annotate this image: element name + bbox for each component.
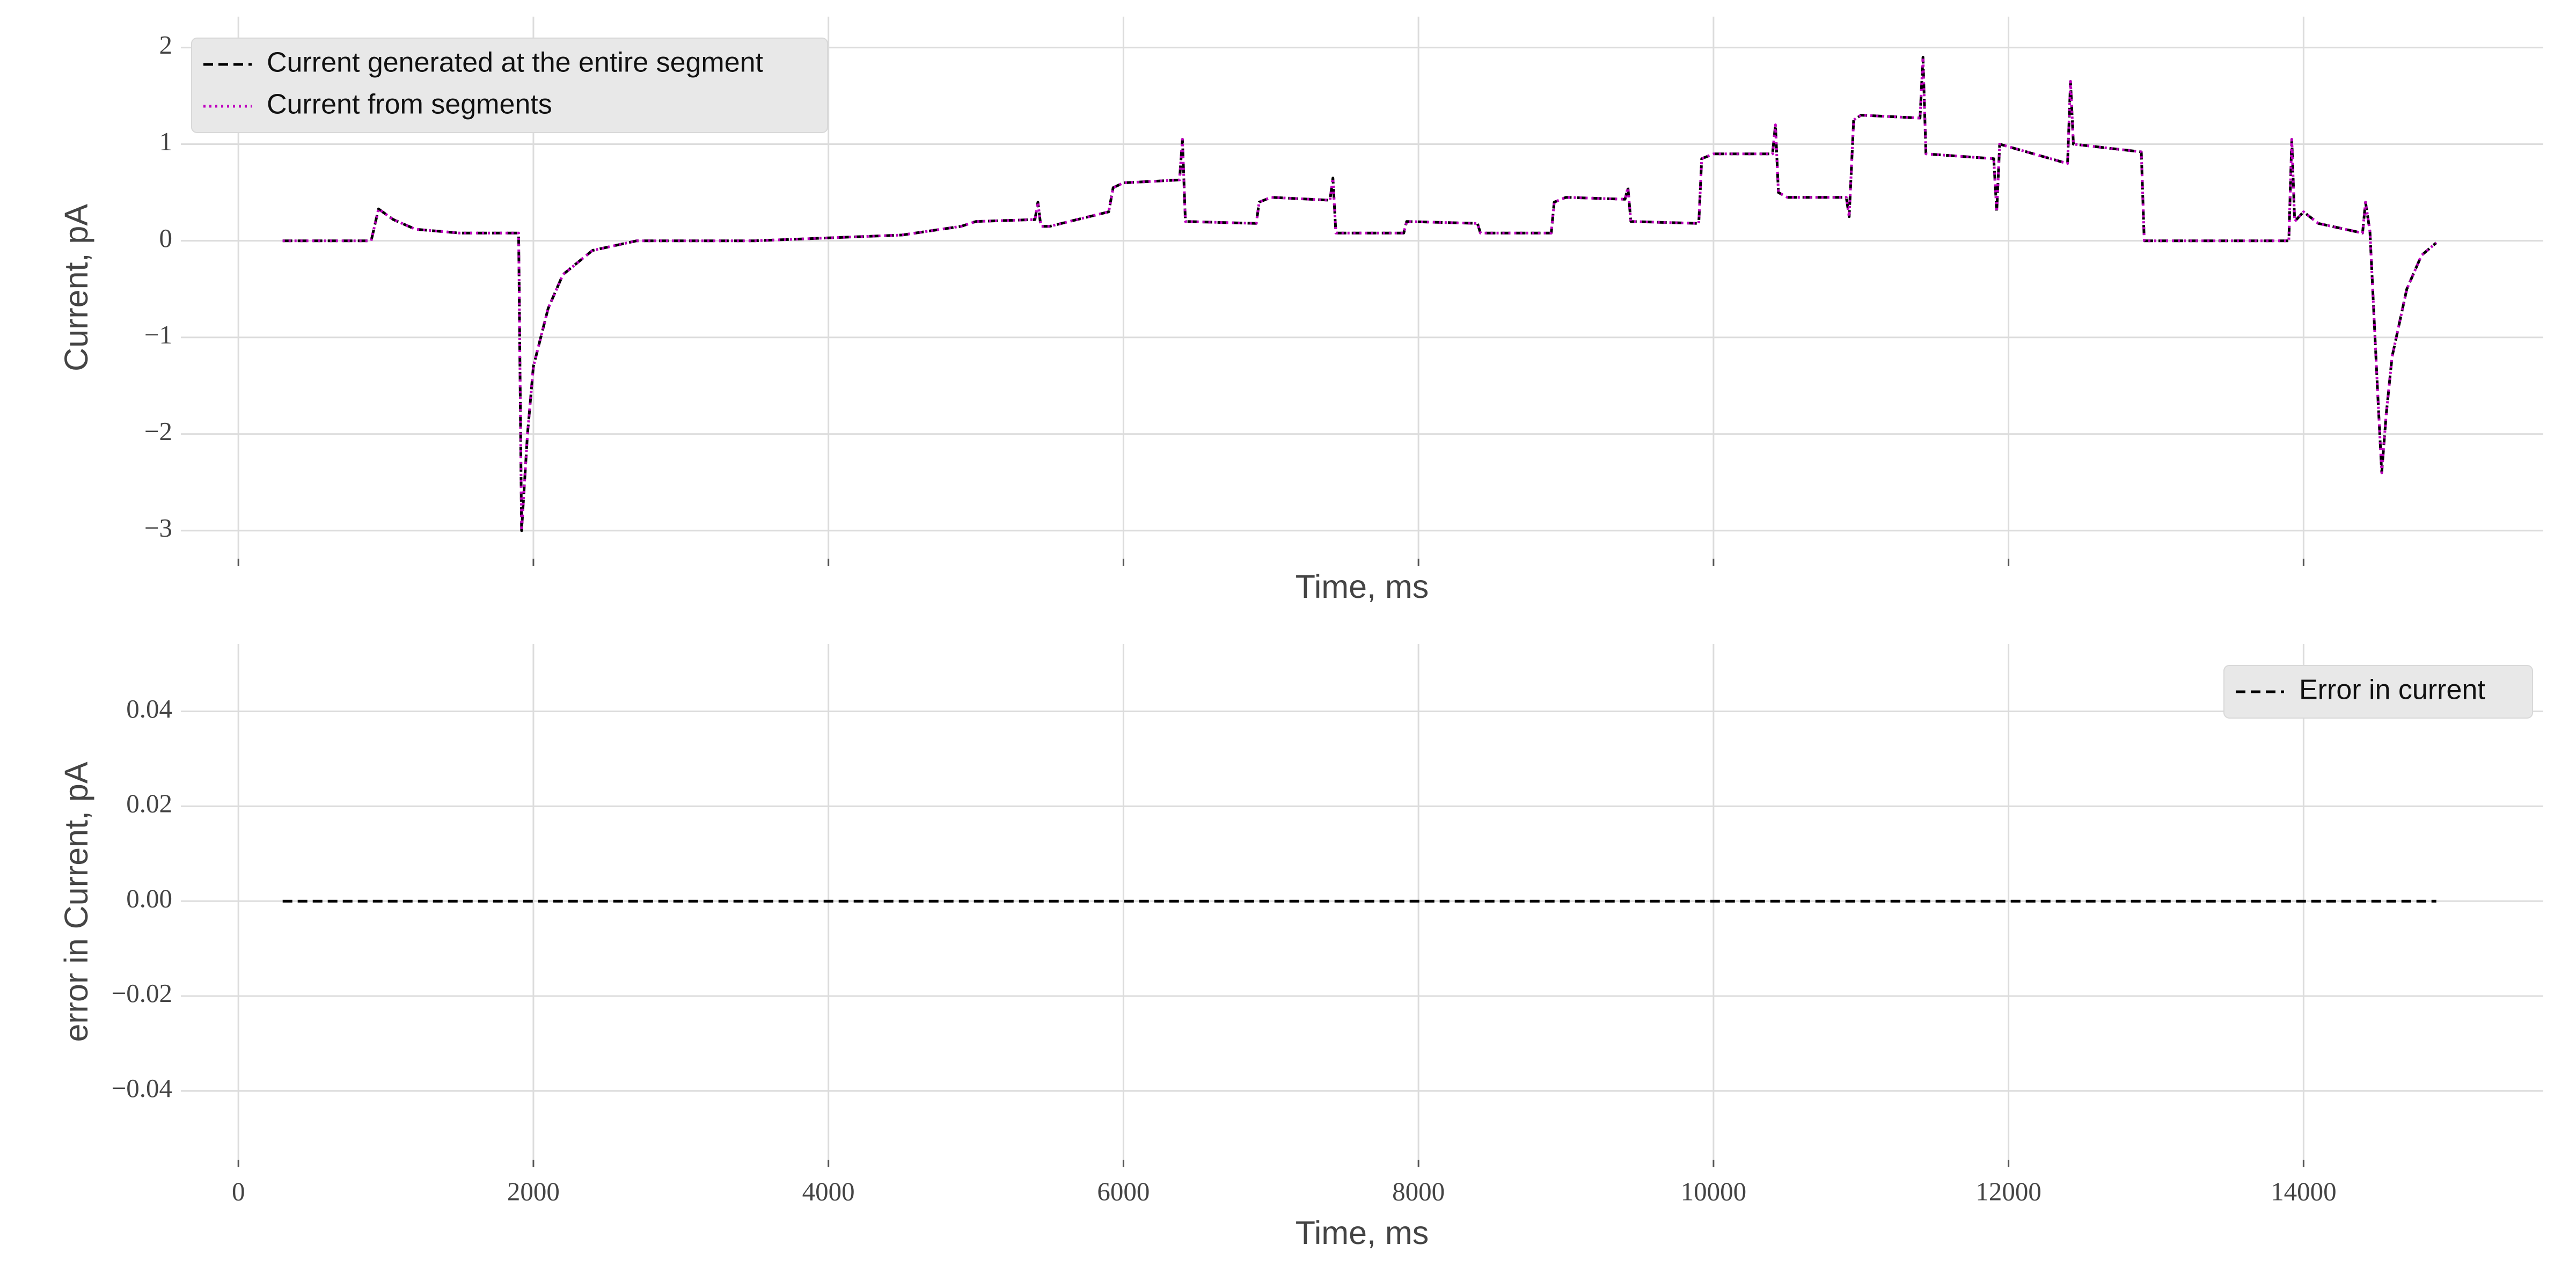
y-tick-label: −2 [144, 416, 172, 446]
x-tick-label: 6000 [1097, 1176, 1150, 1206]
y-axis-label: error in Current, pA [58, 762, 94, 1042]
x-tick-label: 0 [232, 1176, 245, 1206]
y-axis-label: Current, pA [58, 204, 94, 371]
y-tick-label: 0 [159, 223, 173, 253]
x-tick-label: 2000 [507, 1176, 560, 1206]
y-tick-label: 0.02 [126, 789, 172, 818]
legend-label: Current from segments [267, 89, 552, 120]
x-tick-label: 12000 [1975, 1176, 2041, 1206]
legend-label: Error in current [2299, 675, 2485, 706]
series-line [282, 56, 2438, 532]
x-axis-label: Time, ms [1296, 568, 1429, 605]
x-tick-label: 4000 [802, 1176, 855, 1206]
x-tick-label: 14000 [2271, 1176, 2337, 1206]
x-tick-label: 8000 [1392, 1176, 1445, 1206]
x-axis-label: Time, ms [1296, 1214, 1429, 1251]
y-tick-label: 0.00 [126, 883, 172, 913]
y-tick-label: 2 [159, 30, 173, 60]
y-tick-label: −1 [144, 320, 172, 349]
legend-box [2223, 665, 2533, 719]
y-tick-label: 0.04 [126, 694, 172, 723]
y-tick-label: −3 [144, 513, 172, 543]
legend-label: Current generated at the entire segment [267, 47, 764, 78]
y-tick-label: −0.04 [112, 1073, 172, 1103]
y-tick-label: −0.02 [112, 978, 172, 1008]
x-tick-label: 10000 [1681, 1176, 1747, 1206]
y-tick-label: 1 [159, 127, 173, 156]
legend-box [191, 38, 828, 133]
